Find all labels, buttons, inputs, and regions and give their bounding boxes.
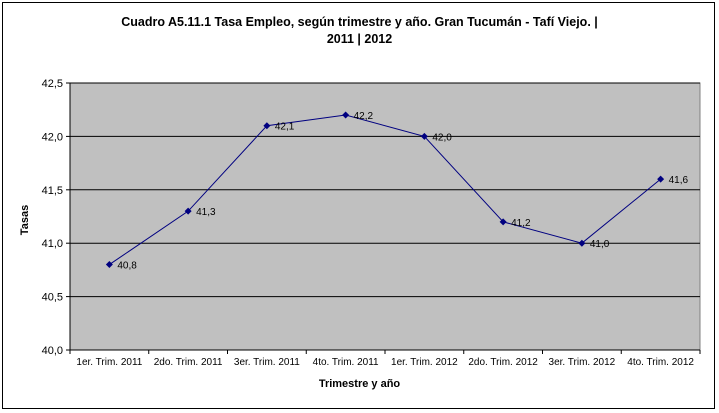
y-axis-title: Tasas <box>10 200 40 240</box>
series-line <box>109 114 661 265</box>
y-tick-label: 40,5 <box>42 292 63 304</box>
data-label: 40,8 <box>117 261 137 272</box>
data-label: 42,1 <box>275 122 295 133</box>
y-tick-label: 41,5 <box>42 185 63 197</box>
y-tick-label: 40,0 <box>42 345 63 357</box>
y-tick-label: 42,0 <box>42 131 63 143</box>
x-tick-label: 4to. Trim. 2012 <box>627 357 694 368</box>
data-point-marker <box>184 207 192 215</box>
x-tick-label: 2do. Trim. 2012 <box>468 357 538 368</box>
x-axis-title: Trimestre y año <box>318 378 401 390</box>
chart-title-line-2: 2011 | 2012 <box>326 32 393 46</box>
data-label: 41,3 <box>196 207 216 218</box>
chart-title: Cuadro A5.11.1 Tasa Empleo, según trimes… <box>0 14 719 48</box>
data-label: 42,2 <box>354 111 374 122</box>
data-point-marker <box>105 261 113 269</box>
y-tick-label: 42,5 <box>42 78 63 90</box>
x-tick-label: 2do. Trim. 2011 <box>154 357 223 368</box>
x-tick-label: 1er. Trim. 2012 <box>391 357 458 368</box>
data-point-marker <box>657 175 665 183</box>
data-label: 41,2 <box>511 218 531 229</box>
x-tick-label: 4to. Trim. 2011 <box>313 357 379 368</box>
data-point-marker <box>578 239 586 247</box>
x-tick-label: 3er. Trim. 2012 <box>549 357 616 368</box>
x-tick-label: 3er. Trim. 2011 <box>234 357 300 368</box>
y-tick-label: 41,0 <box>42 238 63 250</box>
data-point-marker <box>342 111 350 119</box>
data-point-marker <box>499 218 507 226</box>
chart-title-line-1: Cuadro A5.11.1 Tasa Empleo, según trimes… <box>121 15 598 29</box>
y-axis-title-text: Tasas <box>19 204 31 236</box>
x-tick-label: 1er. Trim. 2011 <box>76 357 142 368</box>
data-label: 42,0 <box>432 132 452 143</box>
data-point-marker <box>263 122 271 130</box>
data-label: 41,6 <box>669 175 689 186</box>
data-label: 41,0 <box>590 239 610 250</box>
plot-area <box>69 82 701 351</box>
data-point-marker <box>420 132 428 140</box>
